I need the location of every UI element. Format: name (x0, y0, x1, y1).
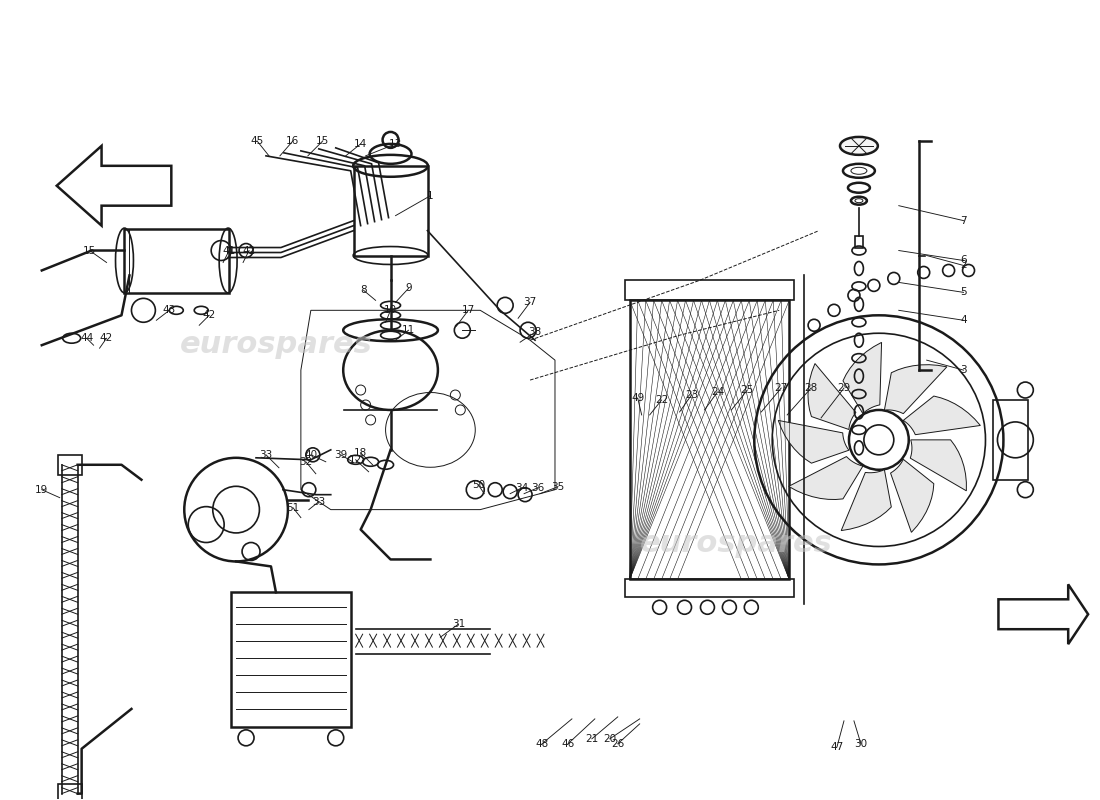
Polygon shape (903, 396, 980, 434)
Bar (124, 229, 229, 294)
Polygon shape (808, 363, 856, 430)
Text: 43: 43 (163, 306, 176, 315)
Text: 41: 41 (222, 246, 235, 255)
Text: 47: 47 (830, 742, 844, 752)
Bar (231, 592, 351, 727)
Bar (57, 455, 81, 474)
Text: 12: 12 (349, 454, 362, 465)
Text: 48: 48 (536, 739, 549, 749)
Text: 15: 15 (82, 246, 96, 255)
Text: 21: 21 (585, 734, 598, 744)
Polygon shape (789, 457, 862, 499)
Text: 15: 15 (316, 136, 329, 146)
Text: 49: 49 (631, 393, 645, 403)
Text: 7: 7 (960, 216, 967, 226)
Text: 6: 6 (960, 255, 967, 266)
Text: 51: 51 (286, 502, 299, 513)
Text: 27: 27 (774, 383, 788, 393)
Text: 8: 8 (361, 286, 367, 295)
Text: eurospares: eurospares (640, 529, 833, 558)
Text: 2: 2 (960, 261, 967, 270)
Text: 22: 22 (654, 395, 668, 405)
Text: 30: 30 (855, 739, 868, 749)
Bar (354, 166, 428, 255)
Text: 38: 38 (528, 327, 541, 338)
Text: 25: 25 (740, 385, 754, 395)
Ellipse shape (840, 137, 878, 155)
Polygon shape (911, 440, 967, 491)
Bar (993, 400, 1028, 480)
Text: 17: 17 (462, 306, 475, 315)
Text: 40: 40 (305, 450, 318, 460)
Polygon shape (884, 365, 947, 414)
Text: 31: 31 (452, 619, 465, 630)
Bar (625, 579, 794, 598)
Text: 42: 42 (100, 334, 113, 343)
Text: 29: 29 (837, 383, 850, 393)
Text: 44: 44 (80, 334, 94, 343)
Text: 34: 34 (516, 482, 529, 493)
Text: 16: 16 (286, 136, 299, 146)
Text: 42: 42 (242, 246, 255, 255)
Text: 20: 20 (603, 734, 616, 744)
Bar (57, 784, 81, 800)
Text: 5: 5 (960, 287, 967, 298)
Text: 37: 37 (524, 298, 537, 307)
Text: 26: 26 (612, 739, 625, 749)
Bar (629, 300, 789, 579)
Text: 4: 4 (960, 315, 967, 326)
Text: 33: 33 (312, 497, 326, 506)
Text: 24: 24 (711, 387, 724, 397)
Text: 23: 23 (685, 390, 698, 400)
Text: 36: 36 (531, 482, 544, 493)
Text: 35: 35 (551, 482, 564, 492)
Text: 13: 13 (389, 139, 403, 149)
Text: 46: 46 (561, 739, 574, 749)
Text: 19: 19 (35, 485, 48, 494)
Text: 28: 28 (804, 383, 817, 393)
Text: 32: 32 (299, 457, 312, 466)
Bar (625, 281, 794, 300)
Text: 14: 14 (354, 139, 367, 149)
Text: 9: 9 (405, 283, 411, 294)
Text: 39: 39 (334, 450, 348, 460)
Polygon shape (843, 342, 881, 414)
Polygon shape (891, 459, 934, 532)
Text: 1: 1 (427, 190, 433, 201)
Polygon shape (842, 470, 891, 530)
Text: 10: 10 (384, 306, 397, 315)
Text: 50: 50 (472, 480, 485, 490)
Text: 45: 45 (251, 136, 264, 146)
Text: eurospares: eurospares (179, 330, 372, 358)
Bar (855, 235, 862, 247)
Polygon shape (779, 420, 849, 463)
Text: 11: 11 (402, 326, 415, 335)
Text: 42: 42 (202, 310, 216, 320)
Text: 33: 33 (260, 450, 273, 460)
Text: 3: 3 (960, 365, 967, 375)
Text: 18: 18 (354, 448, 367, 458)
